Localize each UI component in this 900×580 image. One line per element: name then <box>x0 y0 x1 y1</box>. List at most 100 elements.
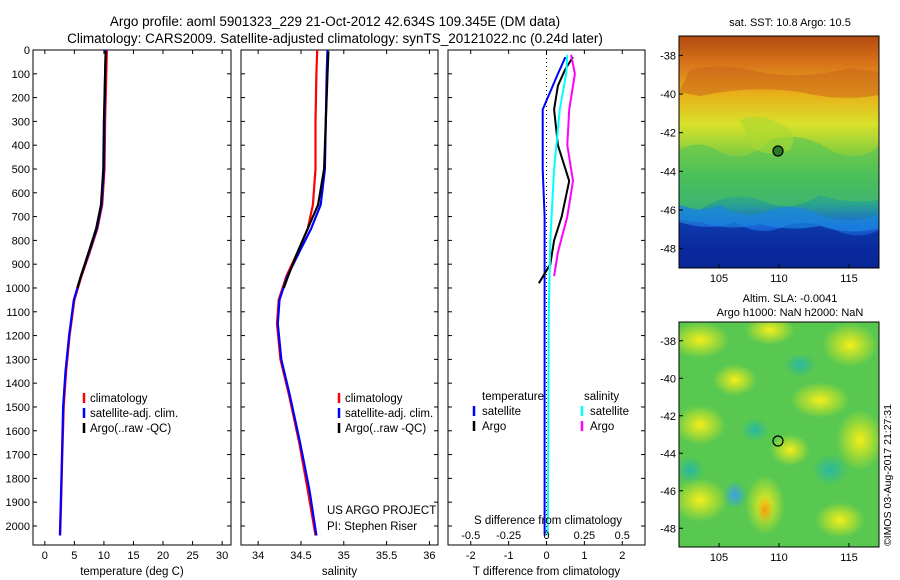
series-line <box>58 49 107 536</box>
difference-profile-panel: -2 -1 0 1 2 T difference from climatology temp… <box>447 49 646 578</box>
x-axis-label: temperature (deg C) <box>80 566 184 578</box>
s-tick-label: -0.5 <box>461 530 480 542</box>
sla-map-image <box>679 322 879 547</box>
map-y-tick-label: -48 <box>660 244 676 256</box>
map-y-tick-label: -42 <box>660 128 676 140</box>
x-tick-label: 0 <box>543 550 549 562</box>
map-y-tick-label: -38 <box>660 336 676 348</box>
side-stamp: ©IMOS 03-Aug-2017 21:27:31 <box>882 404 894 546</box>
x-tick-label: 1 <box>581 550 587 562</box>
map-x-tick-label: 110 <box>770 552 788 564</box>
sst-map-title: sat. SST: 10.8 Argo: 10.5 <box>729 17 851 29</box>
s-tick-label: 0 <box>543 530 549 542</box>
legend-label: satellite <box>482 406 521 418</box>
map-y-tick-label: -38 <box>660 50 676 62</box>
y-tick-label: 1500 <box>6 402 30 414</box>
s-tick-label: 0.5 <box>615 530 630 542</box>
y-tick-label: 0 <box>24 45 30 57</box>
x-tick-label: 36 <box>423 550 435 562</box>
salinity-profile-panel: 34 34.5 35 35.5 36 salinity climatology satelli… <box>240 49 439 578</box>
annotation-project: US ARGO PROJECT <box>327 505 436 517</box>
x-tick-label: 34 <box>252 550 264 562</box>
series-line <box>538 56 574 284</box>
x-tick-label: 15 <box>127 550 139 562</box>
x-tick-label: 30 <box>216 550 228 562</box>
annotation-pi: PI: Stephen Riser <box>327 521 417 533</box>
series-line <box>76 51 107 289</box>
y-tick-label: 1600 <box>6 426 30 438</box>
x-tick-label: -1 <box>504 550 514 562</box>
series-line <box>541 56 567 536</box>
s-axis-label: S difference from climatology <box>474 515 622 527</box>
temperature-profile-panel: 0100200300400500600700800900100011001200… <box>6 45 232 578</box>
series-line <box>553 54 576 277</box>
legend-label: Argo <box>590 421 614 433</box>
x-tick-label: 0 <box>42 550 48 562</box>
x-tick-label: 5 <box>71 550 77 562</box>
y-tick-label: 1000 <box>6 283 30 295</box>
y-tick-label: 100 <box>12 69 30 81</box>
x-axis-label: T difference from climatology <box>473 566 620 578</box>
y-tick-label: 1100 <box>6 307 30 319</box>
y-tick-label: 1200 <box>6 331 30 343</box>
series-line <box>282 51 330 289</box>
map-y-tick-label: -46 <box>660 205 676 217</box>
s-tick-label: 0.25 <box>574 530 595 542</box>
legend-label: Argo(..raw -QC) <box>90 423 171 435</box>
y-tick-label: 1700 <box>6 450 30 462</box>
map-y-tick-label: -44 <box>660 448 676 460</box>
y-tick-label: 300 <box>12 116 30 128</box>
y-tick-label: 700 <box>12 212 30 224</box>
map-y-tick-label: -48 <box>660 523 676 535</box>
map-y-tick-label: -40 <box>660 373 676 385</box>
map-y-tick-label: -42 <box>660 411 676 423</box>
map-y-tick-label: -44 <box>660 166 676 178</box>
map-x-tick-label: 110 <box>770 273 788 285</box>
y-tick-label: 600 <box>12 188 30 200</box>
x-tick-label: 25 <box>186 550 198 562</box>
sst-argo-location-marker <box>772 145 784 157</box>
map-x-tick-label: 115 <box>840 552 858 564</box>
s-tick-label: -0.25 <box>496 530 521 542</box>
map-y-tick-label: -46 <box>660 486 676 498</box>
legend-column-title: salinity <box>584 391 619 403</box>
header-line-2: Climatology: CARS2009. Satellite-adjuste… <box>67 31 603 46</box>
legend-label: satellite <box>590 406 629 418</box>
legend-label: climatology <box>90 393 148 405</box>
y-tick-label: 400 <box>12 140 30 152</box>
x-tick-label: 20 <box>157 550 169 562</box>
series-line <box>275 49 319 536</box>
x-tick-label: 35.5 <box>376 550 397 562</box>
series-line <box>546 54 569 536</box>
y-tick-label: 500 <box>12 164 30 176</box>
legend-label: Argo <box>482 421 506 433</box>
map-x-tick-label: 115 <box>840 273 858 285</box>
legend-column-title: temperature <box>482 391 544 403</box>
y-tick-label: 1900 <box>6 497 30 509</box>
sla-map-title-line-1: Altim. SLA: -0.0041 <box>743 293 838 305</box>
y-tick-label: 200 <box>12 93 30 105</box>
legend-label: Argo(..raw -QC) <box>345 423 426 435</box>
x-tick-label: -2 <box>466 550 476 562</box>
sla-map-title-line-2: Argo h1000: NaN h2000: NaN <box>717 307 864 319</box>
y-tick-label: 1400 <box>6 378 30 390</box>
legend-label: satellite-adj. clim. <box>345 408 433 420</box>
map-x-tick-label: 105 <box>710 273 728 285</box>
plot-frame <box>240 49 439 546</box>
x-tick-label: 35 <box>338 550 350 562</box>
x-tick-label: 10 <box>98 550 110 562</box>
sla-argo-location-marker <box>772 435 784 447</box>
sst-map-axes: -38 -40 -42 -44 -46 -48 105 110 115 <box>660 50 858 285</box>
legend-label: climatology <box>345 393 403 405</box>
y-tick-label: 1800 <box>6 473 30 485</box>
map-x-tick-label: 105 <box>710 552 728 564</box>
y-tick-label: 800 <box>12 235 30 247</box>
x-tick-label: 34.5 <box>290 550 311 562</box>
plot-frame <box>32 49 232 546</box>
map-y-tick-label: -40 <box>660 89 676 101</box>
header-line-1: Argo profile: aoml 5901323_229 21-Oct-20… <box>110 14 560 29</box>
x-tick-label: 2 <box>619 550 625 562</box>
y-tick-label: 2000 <box>6 521 30 533</box>
y-tick-label: 900 <box>12 259 30 271</box>
